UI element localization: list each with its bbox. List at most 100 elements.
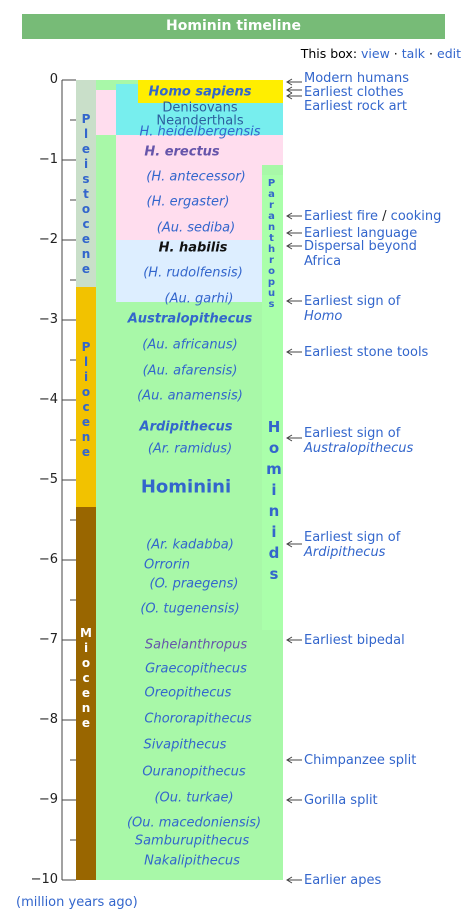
tick-label: −9 — [38, 792, 58, 807]
taxon-label: Nakalipithecus — [144, 853, 240, 869]
tick-label: −7 — [38, 632, 58, 647]
tick-label: −5 — [38, 472, 58, 487]
taxon-label: Hominini — [140, 476, 232, 498]
habilis-area — [116, 240, 262, 302]
taxon-label: (Ou. turkae) — [154, 790, 234, 806]
taxon-label: Australopithecus — [127, 311, 253, 327]
axis-unit: (million years ago) — [16, 895, 138, 910]
event-text: Earliest fire — [304, 209, 378, 224]
taxon-label: Oreopithecus — [144, 685, 232, 701]
taxon-label: H. erectus — [144, 144, 220, 160]
event-text: cooking — [390, 209, 442, 224]
taxon-label: Neanderthals — [156, 113, 244, 129]
tick-label: −2 — [38, 232, 58, 247]
arrow — [286, 434, 302, 442]
tick-label: −4 — [38, 392, 58, 407]
epoch-label: Pliocene — [79, 340, 93, 460]
taxon-label: (Ar. ramidus) — [147, 441, 233, 457]
tick-label: −3 — [38, 312, 58, 327]
event-label: Earliest fire / cooking — [304, 209, 441, 224]
event-label: Earliest rock art — [304, 99, 407, 114]
event-text: / — [382, 209, 387, 224]
event-label: Earliest stone tools — [304, 345, 429, 360]
event-label: Homo — [304, 309, 343, 324]
arrow — [286, 796, 302, 804]
taxon-label: Denisovans — [162, 100, 238, 116]
group-label: Paranthropus — [266, 178, 277, 310]
arrow — [286, 876, 302, 884]
taxon-label: (Au. sediba) — [156, 220, 236, 236]
tick-label: −8 — [38, 712, 58, 727]
event-label: Modern humans — [304, 71, 410, 86]
taxon-label: (H. ergaster) — [146, 194, 230, 210]
title-bar: Hominin timeline — [22, 14, 445, 39]
event-label: Earliest clothes — [304, 85, 404, 100]
arrow — [286, 242, 302, 250]
event-label: Chimpanzee split — [304, 753, 417, 768]
view-link[interactable]: view — [361, 46, 390, 61]
group-label: Hominids — [265, 418, 283, 586]
event-label: Ardipithecus — [304, 545, 386, 560]
arrow — [286, 229, 302, 237]
taxon-label: (Au. afarensis) — [142, 363, 238, 379]
taxon-label: H. habilis — [158, 240, 228, 256]
pleistocene-band — [76, 80, 96, 287]
talk-link[interactable]: talk — [401, 46, 426, 61]
taxon-label: (Au. garhi) — [164, 291, 234, 307]
taxon-label: (O. tugenensis) — [140, 601, 240, 617]
event-label: Gorilla split — [304, 793, 378, 808]
taxon-label: (Au. africanus) — [142, 337, 238, 353]
taxon-label: Ouranopithecus — [142, 764, 246, 780]
paranthropus-column — [262, 175, 283, 630]
event-arrows — [286, 78, 302, 884]
taxon-label: Homo sapiens — [148, 84, 252, 100]
taxon-label: Samburupithecus — [134, 833, 250, 849]
arrow — [286, 212, 302, 220]
epoch-label: Pleistocene — [79, 112, 93, 277]
tick-label: −10 — [30, 872, 58, 887]
arrow — [286, 86, 302, 94]
event-label: Earliest language — [304, 226, 418, 241]
taxon-label: (Ou. macedoniensis) — [126, 815, 262, 831]
arrow — [286, 636, 302, 644]
taxon-label: (Au. anamensis) — [137, 388, 243, 404]
taxon-label: Orrorin — [143, 557, 191, 573]
taxon-label: Ardipithecus — [139, 419, 233, 435]
sapiens-area — [138, 80, 283, 103]
edit-link[interactable]: edit — [437, 46, 461, 61]
arrow — [286, 348, 302, 356]
taxon-label: Chororapithecus — [144, 711, 252, 727]
pliocene-band — [76, 287, 96, 507]
separator: · — [393, 46, 398, 61]
separator: · — [429, 46, 434, 61]
miocene-band — [76, 507, 96, 880]
taxon-label: H. heidelbergensis — [139, 124, 261, 140]
taxon-label: Sahelanthropus — [144, 637, 248, 653]
event-label: Earliest sign of — [304, 426, 401, 441]
event-label: Australopithecus — [304, 441, 414, 456]
box-links: This box: view · talk · edit — [301, 46, 461, 61]
taxon-label: (H. rudolfensis) — [143, 265, 243, 281]
taxon-label: Graecopithecus — [145, 661, 247, 677]
taxon-label: Sivapithecus — [143, 737, 227, 753]
tick-label: 0 — [49, 72, 58, 87]
links-prefix: This box: — [300, 46, 358, 61]
event-label: Earlier apes — [304, 873, 382, 888]
event-label: Earliest sign of — [304, 294, 401, 309]
tick-label: −6 — [38, 552, 58, 567]
arrow — [286, 756, 302, 764]
taxon-label: (H. antecessor) — [146, 169, 246, 185]
event-label: Africa — [304, 254, 342, 269]
event-label: Earliest bipedal — [304, 633, 405, 648]
tick-label: −1 — [38, 152, 58, 167]
arrow — [286, 78, 302, 86]
event-label: Dispersal beyond — [304, 239, 417, 254]
taxon-label: (Ar. kadabba) — [146, 537, 234, 553]
taxon-label: (O. praegens) — [149, 576, 239, 592]
arrow — [286, 540, 302, 548]
arrow — [286, 92, 302, 100]
event-label: Earliest sign of — [304, 530, 401, 545]
arrow — [286, 297, 302, 305]
